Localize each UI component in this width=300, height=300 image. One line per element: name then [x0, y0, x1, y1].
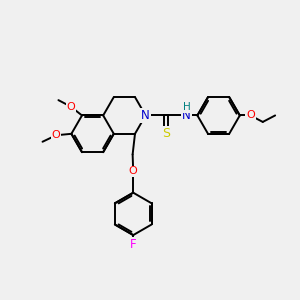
Text: O: O — [246, 110, 255, 120]
Text: S: S — [162, 127, 170, 140]
Text: F: F — [130, 238, 136, 251]
Text: N: N — [141, 109, 150, 122]
Text: H: H — [183, 102, 191, 112]
Text: O: O — [129, 167, 138, 176]
Text: O: O — [66, 102, 75, 112]
Text: O: O — [52, 130, 60, 140]
Text: N: N — [182, 109, 190, 122]
